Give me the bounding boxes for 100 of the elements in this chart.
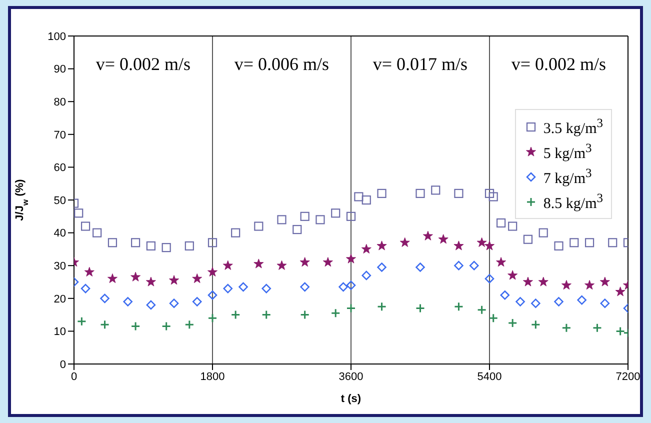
point [207,266,218,276]
point [162,243,171,252]
point [484,188,494,198]
point [192,297,202,306]
point [416,188,425,198]
point [562,323,572,333]
point [330,308,340,318]
point [92,228,102,238]
point [107,273,118,284]
point [508,270,518,280]
point [146,241,156,250]
point [146,276,156,286]
point [362,195,371,205]
point [184,241,194,250]
point [208,290,218,300]
x-tick-label: 1800 [200,370,225,383]
point [354,192,364,202]
x-tick-label: 7200 [616,370,640,383]
point [454,188,464,198]
point [616,326,626,336]
point [76,316,86,326]
point [316,215,325,224]
point [130,272,141,282]
point [477,305,487,315]
point [561,280,572,290]
point [577,295,586,305]
point [346,303,356,313]
point [377,188,386,198]
point [496,257,506,267]
legend-label: 7 kg/m$^{3}$ [543,165,592,189]
point [484,240,495,250]
point [523,234,533,244]
point [500,290,510,300]
point [262,284,272,294]
point [238,282,248,292]
point [131,238,140,248]
point [538,276,548,286]
y-tick-label: 40 [54,228,66,240]
annotation: v= 0.017 m/s [372,54,468,74]
point [300,212,310,221]
point [361,244,372,254]
point [346,212,356,221]
point [496,218,506,228]
point [508,222,518,231]
point [554,241,564,250]
y-tick-label: 20 [54,293,66,306]
point [146,300,156,310]
annotation: v= 0.002 m/s [511,54,606,74]
point [538,228,548,238]
point [362,270,372,280]
annotation: v= 0.002 m/s [96,54,191,74]
point [600,276,610,286]
point [522,276,533,286]
point [608,238,618,248]
point [276,260,287,270]
point [100,294,110,304]
point [262,310,272,320]
point [377,262,386,272]
point [208,313,218,323]
point [454,260,464,270]
point [554,297,564,306]
point [84,266,94,276]
point [74,208,84,218]
point [377,302,387,312]
point [80,222,90,231]
legend-label: 3.5 kg/m$^{3}$ [543,115,603,139]
y-tick-label: 50 [54,194,66,207]
y-tick-label: 100 [48,30,66,43]
y-tick-label: 0 [60,358,66,371]
point [231,228,240,238]
point [331,208,340,218]
point [476,237,487,247]
point [338,282,348,292]
x-tick-label: 5400 [477,370,502,383]
point [80,284,90,294]
point [277,215,286,224]
point [346,280,356,290]
x-tick-label: 0 [70,370,78,383]
point [600,298,610,308]
point [469,260,479,270]
point [516,297,525,306]
point [530,320,540,330]
point [300,257,310,267]
point [254,222,264,231]
point [422,230,433,240]
point [222,260,233,270]
point [162,322,172,332]
point [346,254,356,264]
y-tick-label: 30 [54,260,66,273]
legend-label: 8.5 kg/m$^{3}$ [543,190,603,214]
y-tick-label: 90 [54,64,66,76]
point [454,302,464,312]
annotation: v= 0.006 m/s [234,54,330,74]
point [584,280,595,290]
point [531,298,540,308]
point [484,274,494,284]
point [223,284,233,294]
point [416,303,425,313]
point [438,234,448,244]
point [184,320,194,330]
